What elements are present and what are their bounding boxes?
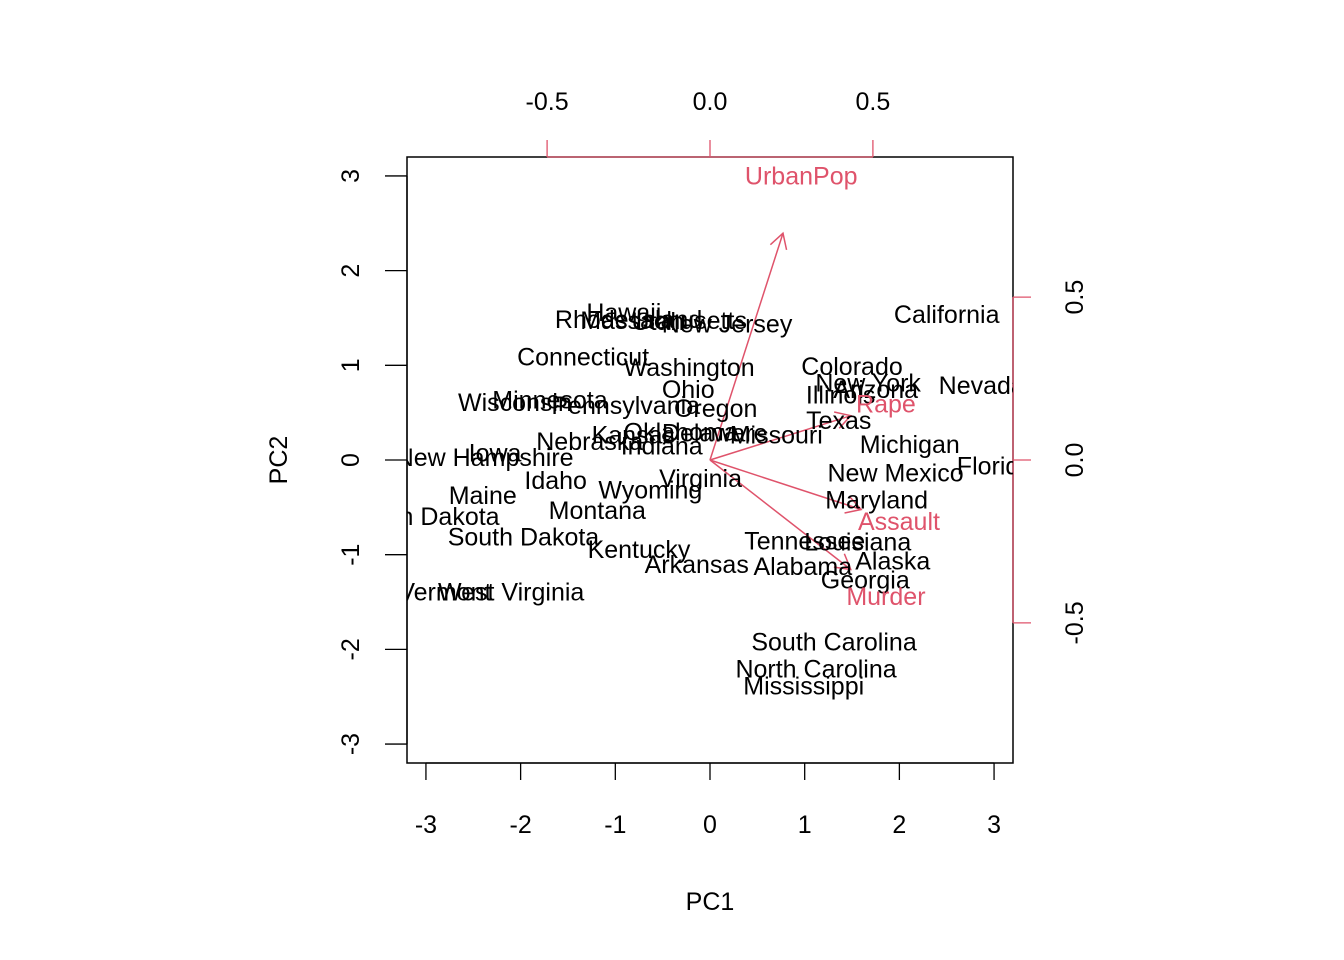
observation-label: Montana (549, 497, 646, 525)
observation-label: Missouri (730, 421, 823, 449)
loading-label: Murder (846, 583, 925, 611)
observation-label: Ohio (662, 376, 715, 404)
x-tick-label: -2 (510, 811, 532, 839)
observation-label: Alabama (753, 553, 852, 581)
loading-arrowhead (833, 411, 853, 429)
observation-label: Texas (806, 407, 871, 435)
right-axis: 0.5 0.0 -0.5 (1012, 280, 1089, 644)
observation-label: Oregon (674, 395, 757, 423)
observation-label: Florida (957, 453, 1034, 481)
top-tick-label: 0.0 (693, 88, 728, 116)
loading-arrow (709, 459, 862, 511)
observation-label: Idaho (524, 467, 587, 495)
right-tick-label: -0.5 (1061, 601, 1089, 644)
observation-label: New York (815, 369, 921, 397)
y-tick-label: -1 (337, 544, 365, 566)
x-axis-title: PC1 (686, 888, 735, 916)
y-tick-label: 3 (337, 169, 365, 183)
observation-label: Tennessee (744, 527, 865, 555)
observation-label: Louisiana (804, 528, 911, 556)
observation-label: South Carolina (751, 629, 916, 657)
observation-label: Maryland (825, 487, 928, 515)
observation-label: Utah (632, 308, 685, 336)
bottom-axis: -3 -2 -1 0 1 2 3 (415, 762, 1001, 839)
observation-label: Kansas (592, 421, 675, 449)
observation-label: New Mexico (828, 459, 964, 487)
y-tick-label: 0 (337, 453, 365, 467)
left-axis: -3 -2 -1 0 1 2 3 (337, 169, 408, 755)
x-tick-label: 3 (987, 811, 1001, 839)
observation-label: Connecticut (517, 344, 649, 372)
observation-label: Alaska (855, 547, 930, 575)
observation-label: Wisconsin (458, 389, 572, 417)
y-tick-label: 1 (337, 358, 365, 372)
loading-arrowhead (769, 231, 788, 251)
observation-label: Michigan (860, 431, 960, 459)
observation-label: West Virginia (438, 579, 584, 607)
observation-label: Arkansas (645, 551, 749, 579)
observation-label: Georgia (821, 566, 910, 594)
loading-label: Rape (856, 391, 916, 419)
x-tick-label: 1 (798, 811, 812, 839)
x-tick-label: -1 (604, 811, 626, 839)
observation-label: Colorado (801, 353, 902, 381)
observation-label: Kentucky (588, 536, 691, 564)
top-tick-label: 0.5 (856, 88, 891, 116)
loading-arrowhead (844, 496, 863, 514)
loading-arrow (709, 459, 852, 571)
x-tick-label: 0 (703, 811, 717, 839)
observation-label: Washington (624, 354, 755, 382)
observation-label: Nebraska (536, 428, 643, 456)
x-tick-label: 2 (892, 811, 906, 839)
observation-label: Minnesota (492, 386, 607, 414)
right-tick-label: 0.5 (1061, 280, 1089, 315)
top-axis: -0.5 0.0 0.5 (526, 88, 891, 158)
observation-label: Virginia (659, 465, 742, 493)
observation-label: Hawaii (586, 299, 661, 327)
loading-arrows (709, 231, 863, 571)
loading-labels: Murder Assault UrbanPop Rape (745, 163, 940, 611)
observation-label: New Jersey (662, 311, 793, 339)
observation-label: Mississippi (743, 672, 864, 700)
observation-label: Maine (449, 482, 517, 510)
loading-arrow (709, 233, 784, 461)
y-tick-label: 2 (337, 264, 365, 278)
observation-label: Iowa (469, 439, 522, 467)
observation-label: North Carolina (735, 655, 896, 683)
observation-label: Nevada (939, 372, 1025, 400)
observation-labels: Alabama Alaska Arizona Arkansas California Co… (352, 299, 1034, 700)
observation-label: Delaware (662, 419, 768, 447)
y-tick-label: -2 (337, 638, 365, 660)
observation-label: Massachusetts (580, 307, 747, 335)
y-axis-title: PC2 (265, 436, 293, 485)
observation-label: Wyoming (598, 476, 702, 504)
observation-label: North Dakota (352, 503, 499, 531)
x-tick-label: -3 (415, 811, 437, 839)
loading-arrow (709, 414, 851, 461)
right-tick-label: 0.0 (1061, 443, 1089, 478)
y-tick-label: -3 (337, 733, 365, 755)
observation-label: Oklahoma (624, 419, 738, 447)
loading-label: Assault (858, 508, 940, 536)
observation-label: Indiana (621, 433, 703, 461)
observation-label: Arizona (833, 376, 918, 404)
observation-label: Pennsylvania (551, 392, 700, 420)
observation-label: California (894, 301, 1000, 329)
observation-label: Vermont (398, 579, 491, 607)
observation-label: Rhode Island (555, 306, 702, 334)
observation-label: New Hampshire (396, 444, 574, 472)
observation-label: South Dakota (448, 524, 600, 552)
observation-label: Illinois (806, 382, 875, 410)
top-tick-label: -0.5 (526, 88, 569, 116)
loading-label: UrbanPop (745, 163, 858, 191)
loading-arrowhead (833, 553, 852, 571)
